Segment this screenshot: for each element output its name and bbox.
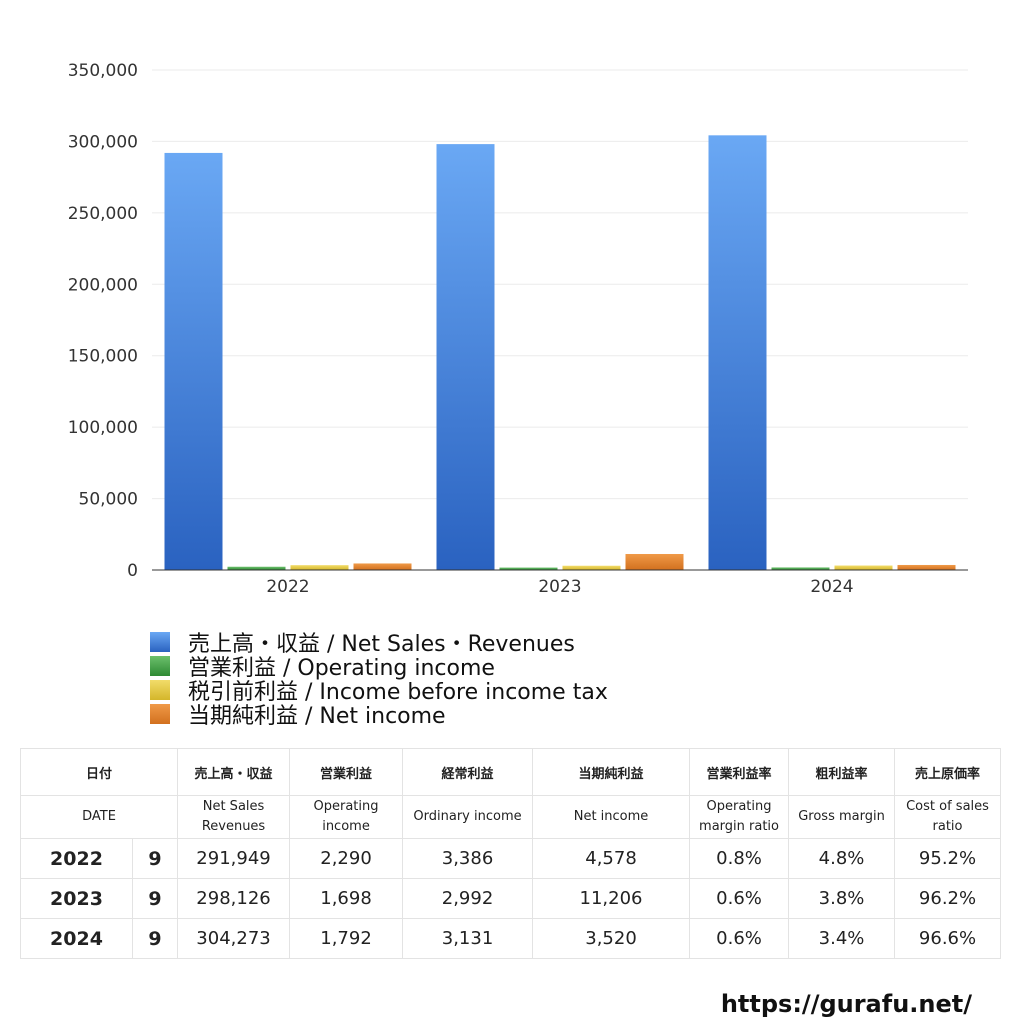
header-sales-en: Net Sales Revenues: [177, 795, 291, 839]
x-tick-label: 2022: [266, 577, 309, 597]
table-header-en: DATE Net Sales Revenues Operating income…: [19, 795, 1002, 839]
cell-ord: 3,386: [402, 838, 534, 879]
header-op-en: Operating income: [289, 795, 404, 839]
bar-chart: 0 50,000 100,000 150,000 200,000 250,000 300,0…: [68, 61, 968, 597]
cell-year: 2022: [20, 838, 133, 879]
legend-label: 営業利益 / Operating income: [188, 656, 495, 681]
table-row: 2023 9 298,126 1,698 2,992 11,206 0.6% 3…: [20, 878, 1002, 919]
table-header-jp: 日付 売上高・収益 営業利益 経常利益 当期純利益 営業利益率 粗利益率 売上原…: [19, 748, 1002, 796]
y-tick-label: 200,000: [68, 275, 138, 295]
legend-label: 売上高・収益 / Net Sales・Revenues: [188, 632, 575, 657]
bar: [164, 152, 223, 570]
y-tick-label: 100,000: [68, 418, 138, 438]
header-net-jp: 当期純利益: [532, 748, 691, 796]
header-opm-en: Operating margin ratio: [689, 795, 790, 839]
legend-item: 売上高・収益 / Net Sales・Revenues: [150, 630, 608, 657]
legend-label: 当期純利益 / Net income: [188, 704, 446, 729]
legend-item: 当期純利益 / Net income: [150, 702, 608, 729]
bar: [227, 566, 286, 570]
cell-sales: 304,273: [177, 918, 291, 959]
legend-swatch: [150, 632, 170, 652]
bar: [625, 553, 684, 570]
header-net-en: Net income: [532, 795, 691, 839]
header-date-jp: 日付: [19, 748, 179, 796]
header-ord-en: Ordinary income: [402, 795, 534, 839]
bar: [708, 135, 767, 570]
bar: [771, 567, 830, 570]
cell-year: 2024: [20, 918, 133, 959]
legend-swatch: [150, 680, 170, 700]
table-row: 2024 9 304,273 1,792 3,131 3,520 0.6% 3.…: [20, 918, 1002, 959]
header-cos-jp: 売上原価率: [894, 748, 1002, 796]
bar: [353, 563, 412, 570]
legend-swatch: [150, 704, 170, 724]
header-sales-jp: 売上高・収益: [177, 748, 291, 796]
cell-gm: 3.4%: [788, 918, 896, 959]
bar: [436, 144, 495, 570]
header-date-en: DATE: [19, 795, 179, 839]
bar: [897, 564, 956, 570]
x-tick-label: 2024: [810, 577, 853, 597]
cell-op: 2,290: [289, 838, 404, 879]
cell-cos: 95.2%: [894, 838, 1002, 879]
cell-gm: 3.8%: [788, 878, 896, 919]
site-url[interactable]: https://gurafu.net/: [720, 990, 972, 1018]
bar: [290, 565, 349, 570]
header-opm-jp: 営業利益率: [689, 748, 790, 796]
cell-cos: 96.2%: [894, 878, 1002, 919]
header-gm-jp: 粗利益率: [788, 748, 896, 796]
bar: [499, 567, 558, 570]
cell-ord: 2,992: [402, 878, 534, 919]
y-tick-label: 350,000: [68, 61, 138, 81]
cell-opm: 0.6%: [689, 918, 790, 959]
header-cos-en: Cost of sales ratio: [894, 795, 1002, 839]
legend-swatch: [150, 656, 170, 676]
bar: [834, 565, 893, 570]
y-tick-label: 250,000: [68, 204, 138, 224]
cell-ord: 3,131: [402, 918, 534, 959]
cell-op: 1,792: [289, 918, 404, 959]
header-ord-jp: 経常利益: [402, 748, 534, 796]
cell-net: 11,206: [532, 878, 691, 919]
cell-month: 9: [131, 918, 179, 959]
legend-item: 営業利益 / Operating income: [150, 654, 608, 681]
cell-cos: 96.6%: [894, 918, 1002, 959]
cell-net: 3,520: [532, 918, 691, 959]
cell-op: 1,698: [289, 878, 404, 919]
header-op-jp: 営業利益: [289, 748, 404, 796]
header-gm-en: Gross margin: [788, 795, 896, 839]
y-tick-label: 50,000: [79, 490, 138, 510]
y-tick-label: 150,000: [68, 347, 138, 367]
bar: [562, 565, 621, 570]
cell-sales: 291,949: [177, 838, 291, 879]
cell-month: 9: [131, 838, 179, 879]
x-tick-label: 2023: [538, 577, 581, 597]
cell-net: 4,578: [532, 838, 691, 879]
cell-gm: 4.8%: [788, 838, 896, 879]
cell-year: 2023: [20, 878, 133, 919]
cell-sales: 298,126: [177, 878, 291, 919]
cell-opm: 0.6%: [689, 878, 790, 919]
table-row: 2022 9 291,949 2,290 3,386 4,578 0.8% 4.…: [20, 838, 1002, 879]
financial-table: 日付 売上高・収益 営業利益 経常利益 当期純利益 営業利益率 粗利益率 売上原…: [19, 748, 1002, 959]
legend-item: 税引前利益 / Income before income tax: [150, 678, 608, 705]
legend-label: 税引前利益 / Income before income tax: [188, 680, 608, 705]
y-tick-label: 300,000: [68, 132, 138, 152]
cell-opm: 0.8%: [689, 838, 790, 879]
cell-month: 9: [131, 878, 179, 919]
chart-legend: 売上高・収益 / Net Sales・Revenues 営業利益 / Opera…: [150, 630, 608, 729]
y-tick-label: 0: [127, 561, 138, 581]
